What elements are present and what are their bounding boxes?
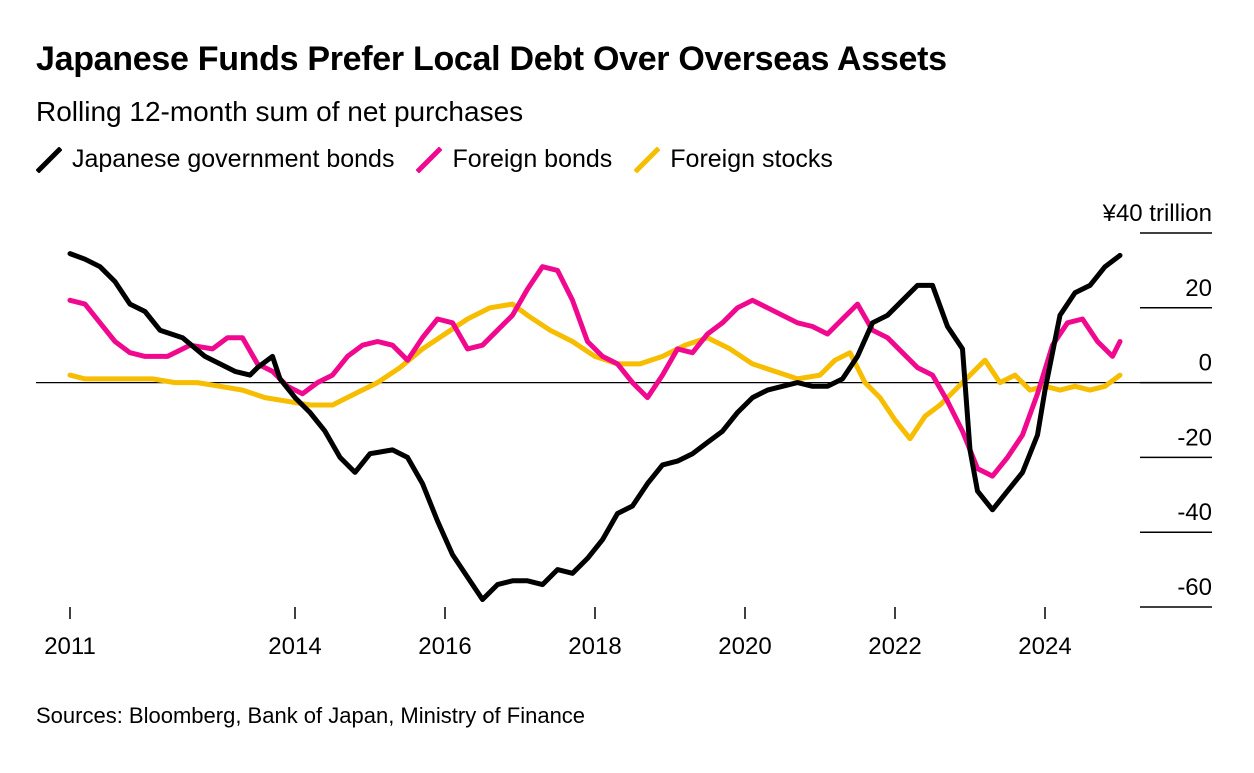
x-tick-label: 2011: [44, 633, 96, 660]
y-tick-label: -40: [1177, 499, 1212, 526]
series-line-japanese-government-bonds: [67, 251, 1123, 602]
x-tick-label: 2016: [418, 633, 471, 660]
chart-title: Japanese Funds Prefer Local Debt Over Ov…: [36, 40, 947, 78]
legend-swatch-foreign-bonds: [416, 146, 443, 173]
x-tick-label: 2024: [1018, 633, 1071, 660]
y-tick-label: 0: [1199, 350, 1212, 377]
legend-swatch-foreign-stocks: [634, 146, 661, 173]
series-line-foreign-stocks: [67, 301, 1123, 442]
x-tick-label: 2022: [868, 633, 921, 660]
x-tick-label: 2020: [718, 633, 771, 660]
legend-label-foreign-stocks: Foreign stocks: [670, 145, 833, 173]
y-tick-label: -60: [1177, 574, 1212, 601]
legend-item-foreign-bonds: Foreign bonds: [416, 145, 612, 174]
chart-subtitle: Rolling 12-month sum of net purchases: [36, 96, 524, 127]
x-tick-label: 2018: [568, 633, 621, 660]
y-tick-label: 20: [1185, 275, 1212, 302]
legend-item-foreign-stocks: Foreign stocks: [634, 145, 833, 174]
y-tick-label: ¥40 trillion: [1102, 200, 1212, 227]
legend-label-foreign-bonds: Foreign bonds: [452, 145, 613, 173]
y-tick-label: -20: [1177, 424, 1212, 451]
x-tick-label: 2014: [268, 633, 321, 660]
x-axis: 2011 2014 2016 2018 2020 2022 2024: [44, 607, 1072, 660]
legend: Japanese government bonds Foreign bonds …: [36, 145, 855, 174]
legend-swatch-jgb: [36, 146, 62, 173]
y-axis: ¥40 trillion 20 0 -20 -40 -60: [1102, 200, 1212, 608]
legend-item-jgb: Japanese government bonds: [36, 145, 394, 174]
source-note: Sources: Bloomberg, Bank of Japan, Minis…: [36, 703, 586, 728]
series-lines: [67, 251, 1123, 602]
series-line-foreign-bonds: [67, 264, 1123, 479]
legend-label-jgb: Japanese government bonds: [72, 145, 395, 173]
